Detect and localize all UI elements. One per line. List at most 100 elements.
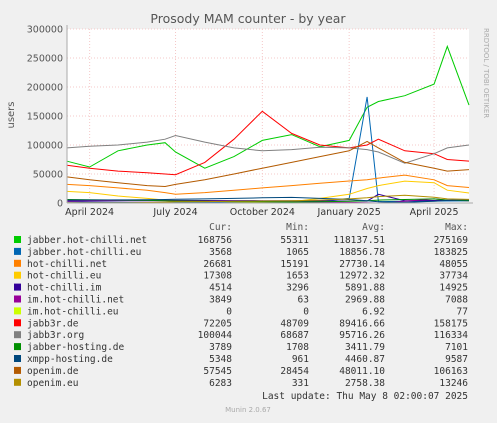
legend-max: 158175 bbox=[434, 318, 468, 329]
legend-max: 48055 bbox=[439, 259, 468, 270]
legend-avg: 18856.78 bbox=[339, 247, 385, 258]
x-tick-label: October 2024 bbox=[230, 207, 295, 218]
legend-min: 1065 bbox=[286, 247, 309, 258]
legend-name: jabb3r.de bbox=[27, 318, 79, 329]
series-layer bbox=[66, 44, 470, 204]
series-line-8 bbox=[66, 134, 470, 164]
legend-row: jabber-hosting.de 3789 1708 3411.79 7101 bbox=[14, 342, 468, 353]
legend-swatch bbox=[14, 378, 21, 386]
legend-row: jabb3r.de 72205 48709 89416.66 158175 bbox=[14, 318, 468, 329]
legend-name: openim.de bbox=[27, 366, 79, 377]
legend-avg: 4460.87 bbox=[345, 354, 385, 365]
legend-swatch bbox=[14, 271, 21, 279]
y-tick-label: 150000 bbox=[27, 112, 63, 123]
legend-name: jabb3r.org bbox=[27, 330, 84, 341]
legend-max: 275169 bbox=[434, 235, 469, 246]
legend-name: hot-chilli.net bbox=[27, 259, 107, 270]
legend-avg: 3411.79 bbox=[345, 342, 385, 353]
grid bbox=[67, 28, 469, 203]
chart-title: Prosody MAM counter - by year bbox=[150, 11, 346, 26]
legend-swatch bbox=[14, 236, 21, 243]
legend-max: 106163 bbox=[434, 366, 468, 377]
legend-min: 55311 bbox=[280, 235, 309, 246]
series-line-0 bbox=[66, 44, 470, 169]
legend-swatch bbox=[14, 355, 21, 362]
legend-header-max: Max: bbox=[445, 222, 468, 233]
legend-min: 48709 bbox=[280, 318, 309, 329]
legend-min: 28454 bbox=[280, 366, 309, 377]
series-line-7 bbox=[66, 110, 470, 176]
legend-row: openim.eu 6283 331 2758.38 13246 bbox=[14, 378, 468, 389]
legend-row: hot-chilli.net 26681 15191 27730.14 48055 bbox=[14, 259, 468, 270]
legend-row: jabb3r.org 100044 68687 95716.26 116334 bbox=[14, 330, 468, 341]
legend-name: hot-chilli.eu bbox=[27, 271, 101, 282]
legend-cur: 57545 bbox=[203, 366, 232, 377]
legend-name: jabber.hot-chilli.eu bbox=[27, 247, 141, 258]
legend-row: im.hot-chilli.net 3849 63 2969.88 7088 bbox=[14, 295, 468, 306]
last-update: Last update: Thu May 8 02:00:07 2025 bbox=[262, 391, 468, 402]
legend-avg: 95716.26 bbox=[339, 330, 385, 341]
legend-header-avg: Avg: bbox=[362, 222, 385, 233]
legend-cur: 168756 bbox=[198, 235, 233, 246]
legend-max: 116334 bbox=[434, 330, 469, 341]
y-axis-label: users bbox=[6, 101, 17, 128]
legend-max: 37734 bbox=[439, 271, 468, 282]
series-line-9 bbox=[66, 198, 470, 203]
axes: 0 50000 100000 150000 200000 250000 300000 Apri… bbox=[27, 25, 473, 218]
legend-swatch bbox=[14, 319, 21, 327]
legend-avg: 89416.66 bbox=[339, 318, 385, 329]
legend-avg: 5891.88 bbox=[345, 283, 385, 294]
y-tick-label: 0 bbox=[57, 199, 63, 210]
legend-row: jabber.hot-chilli.net 168756 55311 118137.5… bbox=[14, 235, 468, 246]
series-line-11 bbox=[66, 140, 470, 188]
legend-header: Cur: Min: Avg: Max: bbox=[209, 222, 468, 233]
legend-cur: 5348 bbox=[209, 354, 232, 365]
legend-min: 331 bbox=[292, 378, 309, 389]
legend-swatch bbox=[14, 307, 21, 315]
legend-row: openim.de 57545 28454 48011.10 106163 bbox=[14, 366, 468, 377]
legend-cur: 0 bbox=[226, 306, 232, 317]
legend-min: 1708 bbox=[286, 342, 309, 353]
legend-swatch bbox=[14, 331, 21, 339]
legend-name: jabber.hot-chilli.net bbox=[27, 235, 147, 246]
legend-cur: 3789 bbox=[209, 342, 232, 353]
legend-row: hot-chilli.im 4514 3296 5891.88 14925 bbox=[14, 283, 468, 294]
legend-cur: 100044 bbox=[198, 330, 233, 341]
y-tick-label: 50000 bbox=[33, 170, 63, 181]
legend-name: openim.eu bbox=[27, 378, 78, 389]
legend-name: hot-chilli.im bbox=[27, 283, 102, 294]
legend-max: 7101 bbox=[445, 342, 468, 353]
legend-name: jabber-hosting.de bbox=[27, 342, 125, 353]
legend-max: 77 bbox=[457, 306, 468, 317]
legend-max: 14925 bbox=[439, 283, 468, 294]
legend-min: 961 bbox=[292, 354, 309, 365]
legend-min: 63 bbox=[298, 295, 309, 306]
legend-swatch bbox=[14, 366, 21, 374]
legend-swatch bbox=[14, 295, 21, 303]
legend-header-min: Min: bbox=[286, 222, 309, 233]
legend-swatch bbox=[14, 259, 21, 267]
legend-max: 9587 bbox=[445, 354, 468, 365]
legend-row: xmpp-hosting.de 5348 961 4460.87 9587 bbox=[14, 354, 468, 365]
legend-min: 68687 bbox=[280, 330, 309, 341]
legend-cur: 72205 bbox=[203, 318, 232, 329]
y-tick-label: 300000 bbox=[27, 25, 63, 36]
series-line-10 bbox=[66, 196, 470, 203]
x-tick-label: April 2024 bbox=[65, 207, 114, 218]
legend-swatch bbox=[14, 247, 21, 255]
legend-avg: 6.92 bbox=[362, 306, 385, 317]
legend-min: 0 bbox=[303, 306, 309, 317]
munin-version: Munin 2.0.67 bbox=[225, 406, 271, 414]
legend-rows: jabber.hot-chilli.net 168756 55311 118137.5… bbox=[14, 235, 468, 389]
legend-name: xmpp-hosting.de bbox=[27, 354, 113, 365]
legend-swatch bbox=[14, 343, 21, 351]
legend-name: im.hot-chilli.eu bbox=[27, 306, 119, 317]
legend-min: 15191 bbox=[280, 259, 309, 270]
legend-cur: 6283 bbox=[209, 378, 232, 389]
legend-row: im.hot-chilli.eu 0 0 6.92 77 bbox=[14, 306, 468, 317]
legend-max: 7088 bbox=[445, 295, 468, 306]
legend-swatch bbox=[14, 283, 21, 291]
x-tick-label: April 2025 bbox=[410, 207, 459, 218]
legend-row: hot-chilli.eu 17308 1653 12972.32 37734 bbox=[14, 271, 468, 282]
